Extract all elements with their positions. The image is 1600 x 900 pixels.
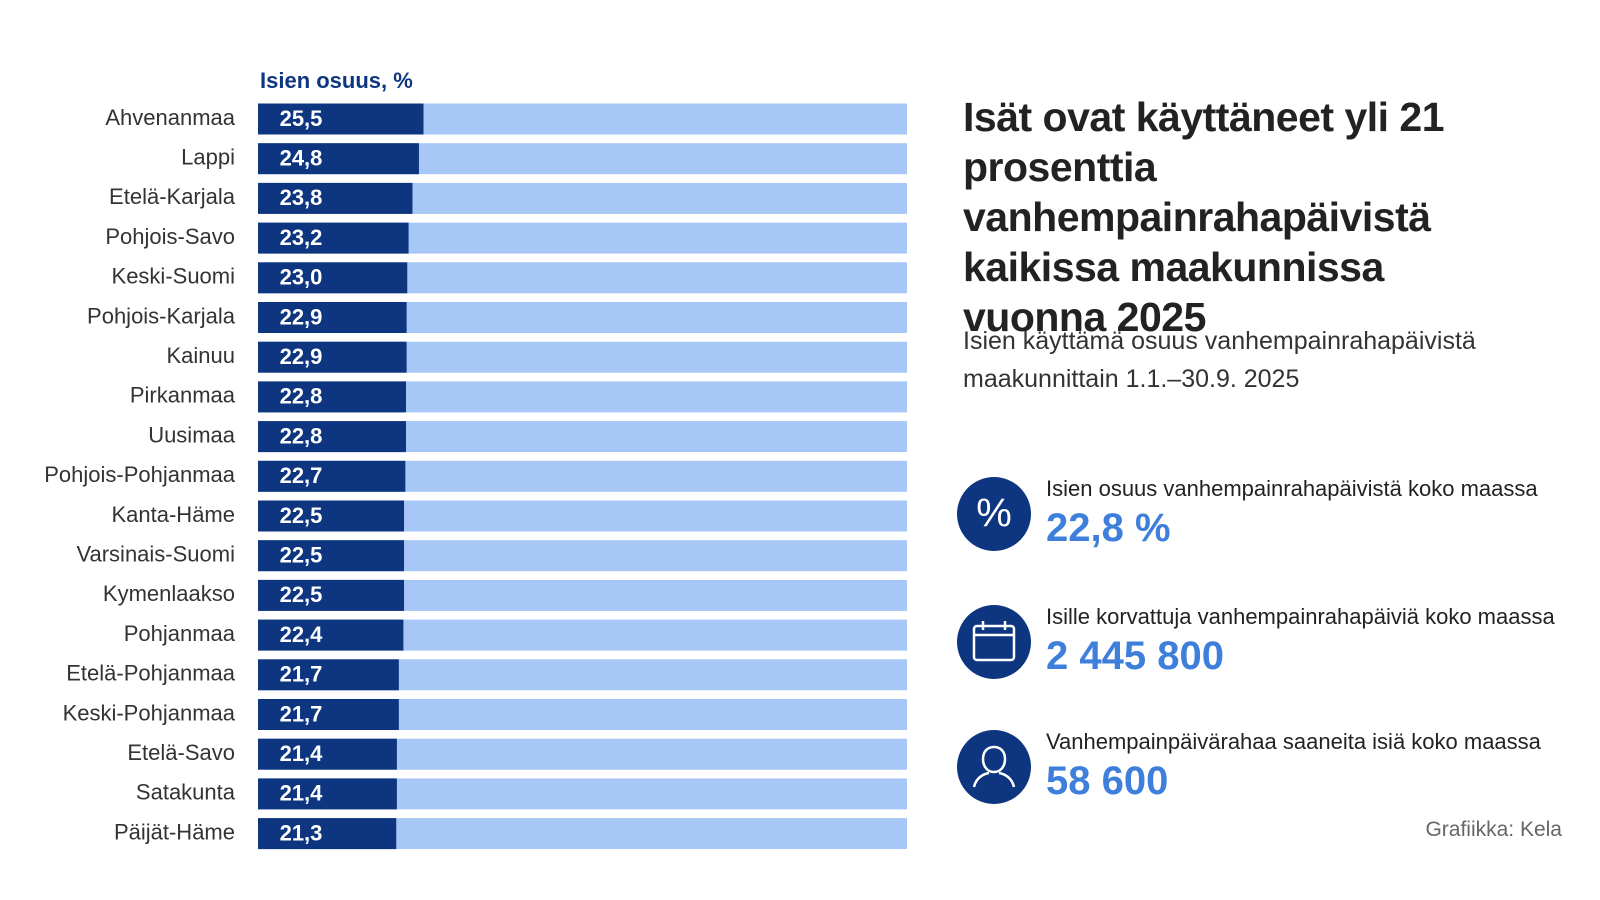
- value-label: 21,4: [280, 741, 324, 766]
- value-label: 21,7: [280, 701, 323, 726]
- stat-value: 58 600: [1046, 759, 1169, 803]
- chart-subtitle: Isien käyttämä osuus vanhempainrahapäivi…: [963, 327, 1476, 393]
- value-label: 24,8: [280, 146, 323, 171]
- bar: [258, 103, 424, 135]
- value-label: 22,4: [280, 622, 324, 647]
- category-label: Kainuu: [166, 343, 235, 368]
- bar: [258, 579, 405, 611]
- category-label: Varsinais-Suomi: [76, 542, 235, 567]
- bar: [258, 143, 419, 175]
- category-label: Keski-Suomi: [112, 264, 235, 289]
- credit: Grafiikka: Kela: [1425, 818, 1562, 841]
- category-label: Lappi: [181, 145, 235, 170]
- value-label: 23,2: [280, 225, 323, 250]
- calendar-icon: [957, 605, 1031, 679]
- category-label: Päijät-Häme: [114, 819, 235, 844]
- bar: [258, 421, 406, 453]
- value-label: 21,3: [280, 820, 323, 845]
- category-label: Pohjanmaa: [124, 621, 236, 646]
- category-label: Satakunta: [136, 780, 236, 805]
- stat-value: 2 445 800: [1046, 634, 1224, 678]
- axis-label: Isien osuus, %: [260, 68, 413, 93]
- category-label: Pohjois-Pohjanmaa: [44, 462, 236, 487]
- percent-icon: %: [957, 477, 1031, 551]
- category-label: Uusimaa: [148, 422, 236, 447]
- value-label: 22,8: [280, 384, 323, 409]
- bar: [258, 818, 397, 850]
- category-label: Etelä-Pohjanmaa: [66, 661, 236, 686]
- category-label: Pirkanmaa: [130, 383, 236, 408]
- bar: [258, 500, 405, 532]
- value-label: 22,5: [280, 543, 323, 568]
- category-label: Ahvenanmaa: [105, 105, 235, 130]
- chart: Isien osuus, % Ahvenanmaa 25,5 Lappi 24,8 Et…: [44, 68, 907, 850]
- bar: [258, 182, 413, 214]
- category-label: Etelä-Savo: [127, 740, 235, 765]
- stat: Vanhempainpäivärahaa saaneita isiä koko …: [956, 729, 1596, 809]
- bar: [258, 699, 399, 730]
- category-label: Kanta-Häme: [111, 502, 235, 527]
- value-label: 21,7: [280, 662, 323, 687]
- value-label: 22,9: [280, 304, 323, 329]
- person-icon: [957, 730, 1031, 804]
- value-label: 23,8: [280, 185, 323, 210]
- bar: [258, 341, 407, 373]
- bar: [258, 460, 406, 492]
- category-label: Etelä-Karjala: [109, 184, 236, 209]
- stat: % Isien osuus vanhempainrahapäivistä kok…: [956, 476, 1596, 556]
- bar: [258, 778, 397, 810]
- chart-title: Isät ovat käyttäneet yli 21 prosenttia v…: [963, 94, 1445, 340]
- value-label: 22,5: [280, 582, 323, 607]
- value-label: 23,0: [280, 265, 323, 290]
- bar: [258, 262, 408, 294]
- stat: Isille korvattuja vanhempainrahapäiviä k…: [956, 604, 1596, 684]
- bar: [258, 619, 404, 651]
- stat-label: Isien osuus vanhempainrahapäivistä koko …: [1046, 476, 1538, 501]
- stat-label: Vanhempainpäivärahaa saaneita isiä koko …: [1046, 729, 1541, 754]
- category-label: Keski-Pohjanmaa: [63, 700, 236, 725]
- stat-label: Isille korvattuja vanhempainrahapäiviä k…: [1046, 604, 1555, 629]
- category-label: Pohjois-Karjala: [87, 303, 236, 328]
- svg-text:%: %: [976, 492, 1012, 536]
- value-label: 22,5: [280, 503, 323, 528]
- bar: [258, 302, 407, 333]
- value-label: 22,8: [280, 423, 323, 448]
- value-label: 22,9: [280, 344, 323, 369]
- bar: [258, 222, 409, 254]
- category-label: Pohjois-Savo: [105, 224, 235, 249]
- value-label: 22,7: [280, 463, 323, 488]
- stat-value: 22,8 %: [1046, 506, 1171, 550]
- bar: [258, 381, 406, 413]
- bar: [258, 659, 399, 691]
- value-label: 25,5: [280, 106, 323, 131]
- bar: [258, 738, 397, 770]
- category-label: Kymenlaakso: [103, 581, 235, 606]
- bar: [258, 540, 405, 572]
- value-label: 21,4: [280, 781, 324, 806]
